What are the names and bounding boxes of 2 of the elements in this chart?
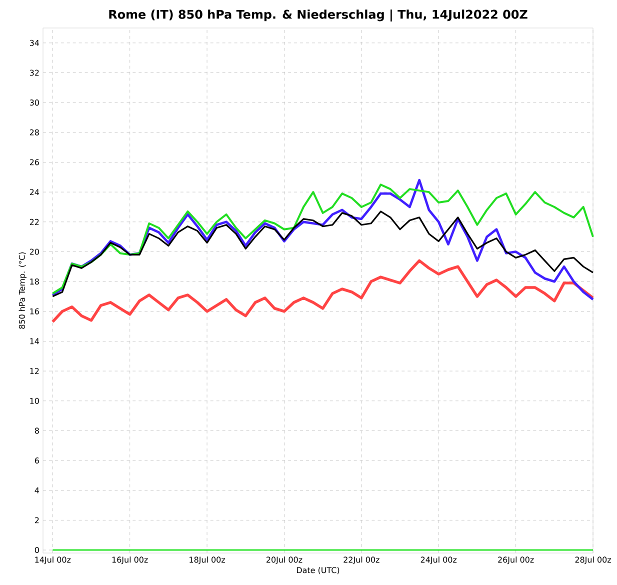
chart-title: Rome (IT) 850 hPa Temp. & Niederschlag | Thu, 14Jul2022 00Z: [109, 10, 528, 22]
line-series: [52, 210, 594, 298]
